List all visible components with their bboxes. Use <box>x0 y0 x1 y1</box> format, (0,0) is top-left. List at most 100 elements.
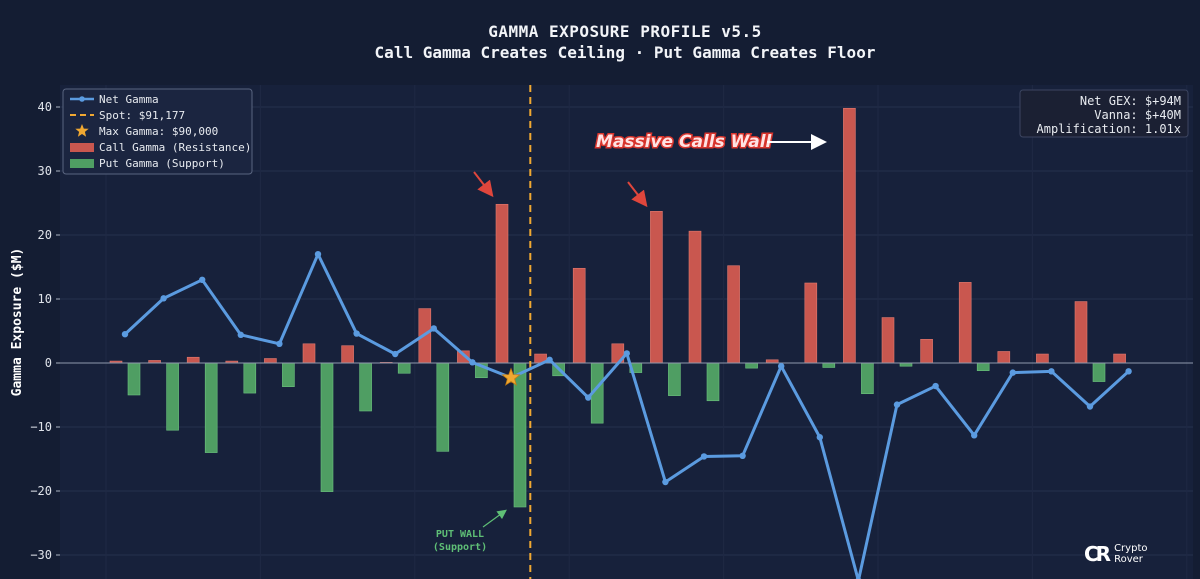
net-gamma-point <box>971 432 978 439</box>
call-gamma-bar <box>958 282 972 364</box>
legend-label-max: Max Gamma: $90,000 <box>99 125 218 138</box>
call-gamma-bar <box>1113 353 1126 364</box>
info-net-gex: Net GEX: $+94M <box>1080 94 1181 108</box>
info-box-frame <box>1019 89 1189 138</box>
put-gamma-bar <box>204 362 218 453</box>
net-gamma-point <box>199 276 206 283</box>
put-gamma-bar <box>861 362 874 395</box>
put-gamma-bar <box>359 362 372 412</box>
put-gamma-bar <box>822 362 836 368</box>
net-gamma-point <box>778 363 785 370</box>
net-gamma-point <box>1086 403 1094 410</box>
y-tick-label: 20 <box>38 228 52 242</box>
net-gamma-point <box>1048 368 1055 375</box>
put-gamma-bar <box>320 362 334 492</box>
put-gamma-bar <box>706 362 720 402</box>
call-gamma-bar <box>1036 353 1049 364</box>
net-gamma-point <box>546 356 553 363</box>
legend-label-put: Put Gamma (Support) <box>99 157 225 170</box>
call-gamma-bar <box>572 267 586 364</box>
put-wall-label: PUT WALL <box>436 529 484 540</box>
red-arrow-2 <box>627 181 648 208</box>
net-gamma-point <box>353 330 360 337</box>
legend-swatch-net-dot <box>79 96 85 102</box>
chart-title-block: GAMMA EXPOSURE PROFILE v5.5 Call Gamma C… <box>0 22 1200 62</box>
logo-line1: Crypto <box>1114 543 1148 554</box>
y-tick-label: −10 <box>30 420 52 434</box>
legend-label-call: Call Gamma (Resistance) <box>99 141 251 154</box>
call-gamma-bar <box>495 203 509 364</box>
y-tick-label: 30 <box>38 164 52 178</box>
logo-line2: Rover <box>1114 554 1143 565</box>
chart-title: GAMMA EXPOSURE PROFILE v5.5 <box>488 22 762 41</box>
info-box: Net GEX: $+94M Vanna: $+40M Amplificatio… <box>1019 89 1189 138</box>
logo-words: Crypto Rover <box>1114 543 1147 565</box>
chart-subtitle: Call Gamma Creates Ceiling · Put Gamma C… <box>374 43 876 62</box>
net-gamma-line <box>121 251 1132 579</box>
net-gamma-point <box>1125 368 1132 375</box>
net-gamma-point <box>739 452 746 459</box>
max-gamma-star-icon <box>501 367 521 386</box>
crypto-rover-logo: CR Crypto Rover <box>1084 541 1147 567</box>
call-gamma-bar <box>727 265 740 364</box>
y-axis-ticks: 40 30 20 10 0 −10 −20 −30 <box>30 100 60 562</box>
legend-label-spot: Spot: $91,177 <box>99 109 185 122</box>
red-arrow-1 <box>473 171 494 198</box>
net-gamma-point <box>662 478 669 486</box>
net-gamma-point <box>314 251 322 258</box>
put-gamma-bar <box>282 362 295 387</box>
call-gamma-bar <box>1074 301 1088 364</box>
net-gamma-point <box>893 401 901 408</box>
y-tick-label: −20 <box>30 484 52 498</box>
call-gamma-bar <box>881 317 895 364</box>
call-gamma-bar <box>920 339 933 364</box>
legend: Net Gamma Spot: $91,177 Max Gamma: $90,0… <box>62 88 253 175</box>
net-gamma-point <box>623 350 630 357</box>
net-gamma-point <box>430 325 437 332</box>
put-gamma-bar <box>436 362 450 452</box>
put-wall-arrow <box>482 509 507 528</box>
max-gamma-marker <box>501 367 521 386</box>
y-tick-label: 0 <box>45 356 52 370</box>
net-gamma-point <box>237 331 244 339</box>
call-gamma-bar <box>186 356 200 364</box>
legend-box <box>62 88 253 175</box>
net-gamma-point <box>585 394 592 401</box>
net-gamma-point <box>121 331 129 338</box>
net-gamma-point <box>932 382 939 390</box>
put-gamma-bar <box>243 362 257 394</box>
info-amplification: Amplification: 1.01x <box>1037 122 1182 136</box>
put-gamma-bar <box>976 362 990 371</box>
calls-wall-annotation: Massive Calls Wall <box>596 132 773 152</box>
net-gamma-point <box>816 434 823 441</box>
call-gamma-bar <box>650 211 663 364</box>
net-gamma-point <box>160 295 167 302</box>
put-gamma-bar <box>1092 362 1106 382</box>
info-vanna: Vanna: $+40M <box>1094 108 1181 122</box>
logo-mark: CR <box>1084 542 1111 566</box>
call-gamma-bar <box>688 230 702 364</box>
put-gamma-bar <box>668 362 681 396</box>
net-gamma-point <box>1009 369 1016 376</box>
put-wall-sublabel: (Support) <box>433 542 487 553</box>
legend-swatch-call <box>70 143 94 152</box>
call-gamma-bar <box>997 351 1011 364</box>
put-gamma-bar <box>127 362 141 396</box>
legend-swatch-star-icon <box>75 124 89 137</box>
y-tick-label: 10 <box>38 292 52 306</box>
net-gamma-point <box>392 350 399 358</box>
legend-label-net: Net Gamma <box>99 93 159 106</box>
y-tick-label: −30 <box>30 548 52 562</box>
y-tick-label: 40 <box>38 100 52 114</box>
put-gamma-bar <box>166 362 179 431</box>
put-gamma-bar <box>397 362 411 374</box>
net-gamma-point <box>469 359 476 366</box>
call-gamma-bar <box>843 107 856 364</box>
net-gamma-point <box>700 453 708 460</box>
legend-swatch-put <box>70 159 94 168</box>
call-gamma-bar <box>302 343 316 364</box>
net-gamma-point <box>276 340 283 347</box>
call-gamma-bar <box>804 282 818 364</box>
y-axis-label: Gamma Exposure ($M) <box>10 248 25 397</box>
